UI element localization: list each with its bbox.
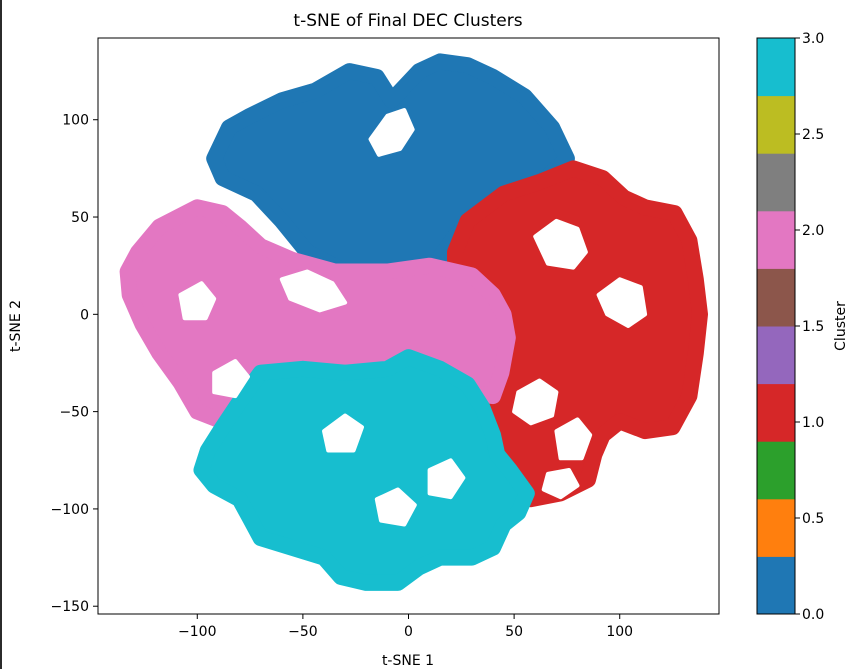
x-axis: −100 −50 0 50 100 <box>178 614 633 640</box>
y-tick-label: −50 <box>59 405 89 421</box>
plot-area <box>119 53 708 591</box>
colorbar-segment <box>757 441 795 500</box>
colorbar-tick-label: 3.0 <box>802 31 824 47</box>
colorbar-segment <box>757 38 795 97</box>
y-tick-label: 0 <box>80 307 89 323</box>
cluster-3-points <box>193 349 535 591</box>
colorbar-segment <box>757 498 795 557</box>
x-tick-label: 0 <box>404 624 413 640</box>
colorbar-title: Cluster <box>833 301 849 351</box>
colorbar-segment <box>757 383 795 442</box>
colorbar-tick-label: 0.5 <box>802 511 824 527</box>
colorbar-tick-label: 1.5 <box>802 319 824 335</box>
cluster-gap-1 <box>279 269 348 313</box>
colorbar-segment <box>757 556 795 615</box>
colorbar-segment <box>757 268 795 327</box>
cluster-gap-9 <box>374 487 417 527</box>
colorbar-segment <box>757 326 795 385</box>
y-tick-label: 100 <box>62 113 89 129</box>
colorbar-segment <box>757 95 795 154</box>
scatter-gaps <box>178 108 648 527</box>
y-tick-label: −100 <box>51 502 89 518</box>
colorbar-tick-label: 2.5 <box>802 127 824 143</box>
cluster-gap-4 <box>512 378 559 426</box>
cluster-gap-6 <box>178 281 217 321</box>
cluster-gap-2 <box>533 218 588 270</box>
cluster-gap-0 <box>368 108 415 157</box>
window-edge <box>0 0 2 669</box>
cluster-gap-3 <box>596 277 648 328</box>
colorbar: 0.0 0.5 1.0 1.5 2.0 2.5 3.0 <box>756 31 824 623</box>
cluster-gap-5 <box>554 417 593 461</box>
cluster-gap-8 <box>322 413 364 453</box>
y-tick-label: −150 <box>51 599 89 615</box>
colorbar-segment <box>757 153 795 212</box>
colorbar-tick-label: 0.0 <box>802 607 824 623</box>
x-tick-label: −100 <box>178 624 216 640</box>
cluster-gap-7 <box>212 359 250 399</box>
x-tick-label: 100 <box>606 624 633 640</box>
x-tick-label: 50 <box>505 624 523 640</box>
chart-title: t-SNE of Final DEC Clusters <box>293 11 522 31</box>
y-axis-title: t-SNE 2 <box>8 300 24 352</box>
cluster-gap-11 <box>541 468 580 500</box>
x-axis-title: t-SNE 1 <box>382 653 434 669</box>
x-tick-label: −50 <box>288 624 318 640</box>
y-tick-label: 50 <box>71 210 89 226</box>
colorbar-segment <box>757 210 795 269</box>
colorbar-tick-label: 2.0 <box>802 223 824 239</box>
y-axis: −150 −100 −50 0 50 100 <box>51 113 98 615</box>
colorbar-tick-label: 1.0 <box>802 415 824 431</box>
cluster-gap-10 <box>427 458 466 500</box>
